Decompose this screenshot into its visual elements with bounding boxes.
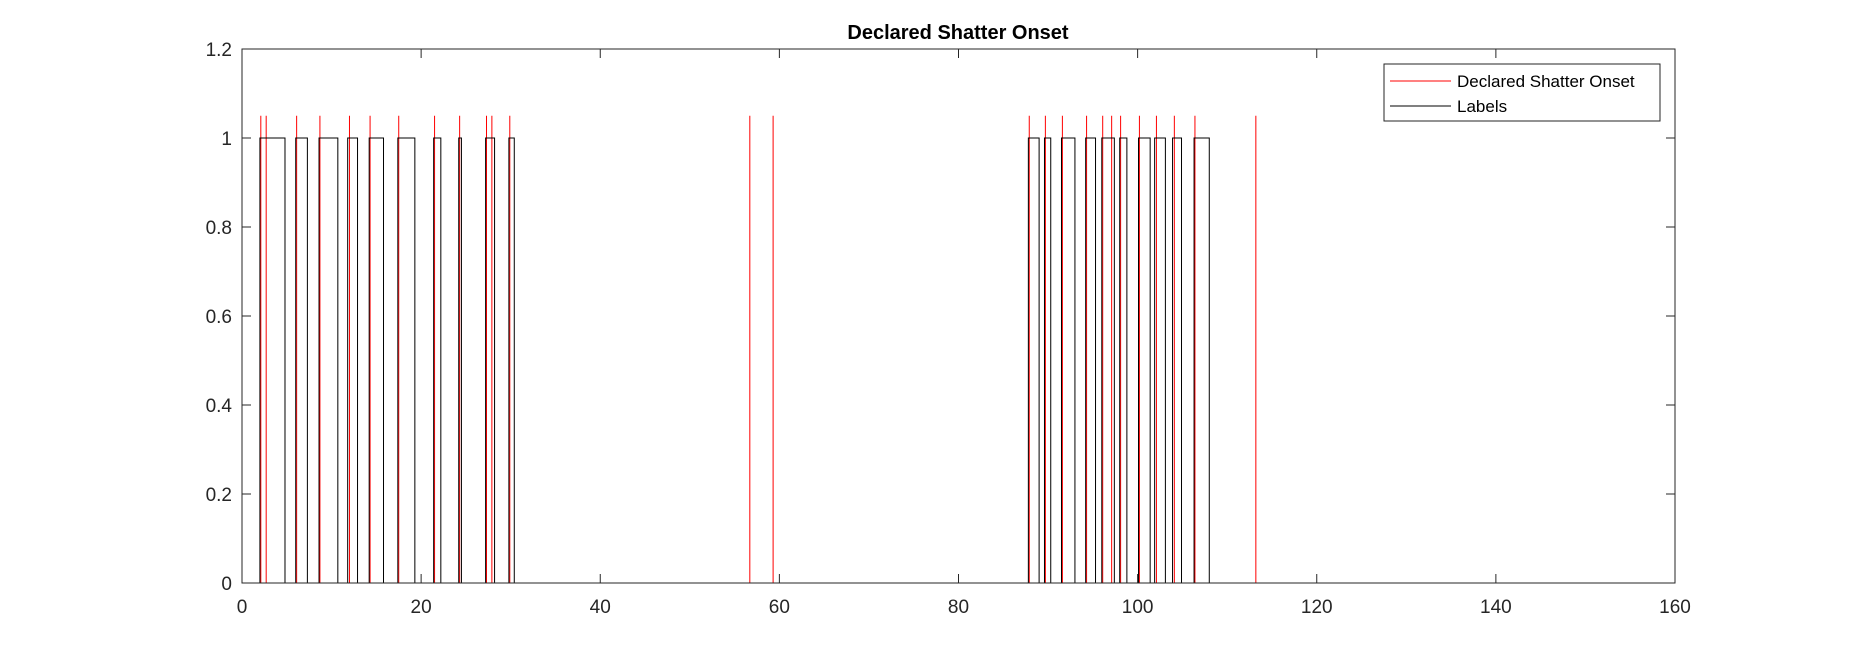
- legend-label-declared-shatter-onset: Declared Shatter Onset: [1457, 72, 1635, 91]
- y-tick-label: 0.2: [206, 485, 232, 506]
- y-tick-label: 1: [221, 129, 232, 150]
- x-tick-label: 40: [590, 597, 611, 618]
- y-tick-label: 0.8: [206, 218, 232, 239]
- y-tick-label: 0: [221, 574, 232, 595]
- x-tick-label: 140: [1480, 597, 1512, 618]
- x-tick-label: 100: [1122, 597, 1154, 618]
- legend-box: [1383, 63, 1661, 122]
- plot-area: [242, 49, 1675, 583]
- x-tick-label: 20: [411, 597, 432, 618]
- x-tick-label: 60: [769, 597, 790, 618]
- chart-title: Declared Shatter Onset: [847, 22, 1069, 44]
- legend-label-labels: Labels: [1457, 97, 1507, 116]
- x-tick-label: 0: [237, 597, 248, 618]
- x-tick-label: 160: [1659, 597, 1691, 618]
- ticks-layer: 0 20 40 60 80 100 120 140 160 0 0.2 0.4 0.6 0.8 1 1.2: [206, 40, 1691, 618]
- legend: Declared Shatter Onset Labels: [1383, 63, 1661, 122]
- x-tick-label: 80: [948, 597, 969, 618]
- y-tick-label: 1.2: [206, 40, 232, 61]
- y-tick-label: 0.4: [206, 396, 233, 417]
- x-tick-label: 120: [1301, 597, 1333, 618]
- y-tick-label: 0.6: [206, 307, 232, 328]
